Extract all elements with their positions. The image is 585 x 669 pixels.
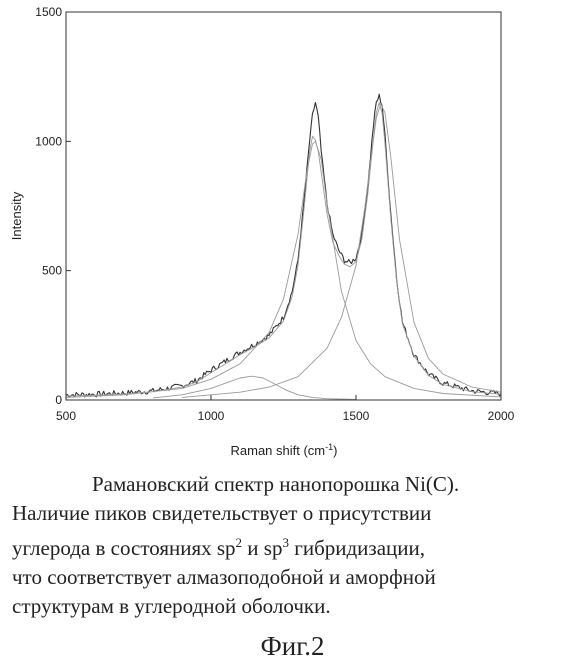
series-line-fit-peak-2	[65, 140, 502, 398]
x-axis-label: Raman shift (cm-1)	[231, 442, 338, 458]
caption-line-5: структурам в углеродной оболочки.	[12, 592, 578, 621]
caption-line-3: углерода в состояниях sp2 и sp3 гибридиз…	[12, 528, 578, 563]
series-line-fit-peak-3	[181, 103, 502, 398]
x-tick-label: 2000	[488, 409, 515, 423]
y-axis-label: Intensity	[9, 191, 24, 240]
ticks-layer: 500 1000 1500 2000 0 500 1000 1500	[35, 5, 514, 423]
figure-caption: Рамановский спектр нанопорошка Ni(C). На…	[12, 470, 578, 621]
x-axis-label-sup: -1	[325, 442, 333, 452]
raman-spectrum-chart: 500 1000 1500 2000 0 500 1000 1500 Intensity Ra…	[9, 5, 515, 458]
caption-text: что соответствует алмазоподобной и аморф…	[12, 565, 436, 589]
caption-text: Рамановский спектр нанопорошка Ni(C).	[92, 472, 460, 496]
caption-sup: 2	[235, 535, 243, 550]
x-tick-label: 1000	[198, 409, 225, 423]
series-line-fit-total-1	[65, 102, 502, 397]
y-tick-label: 1500	[35, 5, 62, 19]
caption-sup: 3	[282, 535, 289, 550]
y-tick-label: 500	[42, 264, 62, 278]
y-tick-label: 0	[55, 393, 62, 407]
series-layer	[65, 93, 502, 400]
x-axis-label-close: )	[333, 443, 337, 458]
caption-line-1: Рамановский спектр нанопорошка Ni(C).	[12, 470, 578, 499]
caption-text: гибридизации,	[288, 536, 425, 560]
series-line-fit-peak-4	[152, 375, 357, 400]
caption-line-4: что соответствует алмазоподобной и аморф…	[12, 563, 578, 592]
caption-text: структурам в углеродной оболочки.	[12, 594, 331, 618]
figure-label: Фиг.2	[260, 631, 325, 661]
plot-frame	[65, 11, 502, 401]
caption-line-2: Наличие пиков свидетельствует о присутст…	[12, 499, 578, 528]
x-axis-label-text: Raman shift (cm	[231, 443, 326, 458]
caption-text: и sp	[242, 536, 283, 560]
y-tick-label: 1000	[35, 134, 62, 148]
series-line-measured-0	[65, 93, 502, 398]
x-tick-label: 1500	[343, 409, 370, 423]
caption-text: углерода в состояниях sp	[12, 536, 236, 560]
caption-text: Наличие пиков свидетельствует о присутст…	[12, 501, 432, 525]
x-tick-label: 500	[56, 409, 76, 423]
